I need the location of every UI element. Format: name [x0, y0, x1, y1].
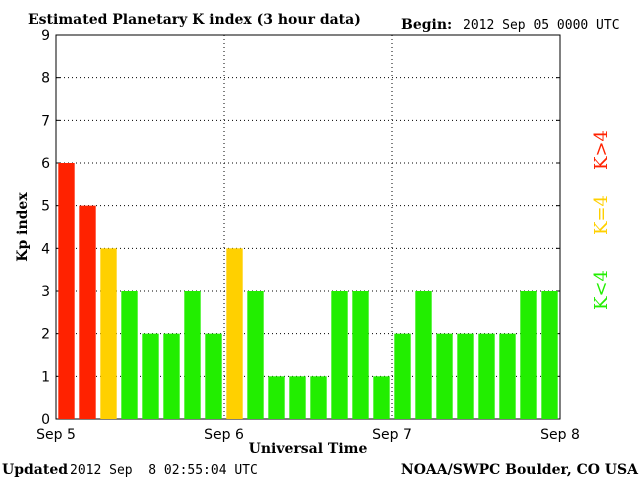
kp-bar: [184, 291, 201, 419]
kp-bar: [142, 333, 159, 419]
kp-bar: [289, 376, 306, 419]
y-tick-label: 0: [41, 412, 50, 428]
legend-mid: K=4: [591, 195, 612, 235]
kp-bar: [331, 291, 348, 419]
y-tick-label: 7: [41, 113, 50, 129]
updated-label: Updated: [2, 462, 68, 478]
kp-bar: [79, 205, 96, 419]
kp-bar: [499, 333, 516, 419]
legend-low: K<4: [591, 270, 612, 310]
y-tick-label: 6: [41, 156, 50, 172]
x-tick-label: Sep 5: [36, 427, 76, 443]
y-tick-label: 5: [41, 199, 50, 215]
bars-layer: [58, 163, 558, 419]
kp-bar: [541, 291, 558, 419]
kp-bar: [373, 376, 390, 419]
x-tick-label: Sep 8: [540, 427, 580, 443]
kp-bar: [58, 163, 75, 419]
y-tick-label: 3: [41, 284, 50, 300]
kp-bar: [436, 333, 453, 419]
y-tick-label: 2: [41, 327, 50, 343]
y-tick-label: 8: [41, 71, 50, 87]
kp-bar: [163, 333, 180, 419]
y-tick-label: 1: [41, 369, 50, 385]
source-credit: NOAA/SWPC Boulder, CO USA: [401, 462, 639, 478]
kp-bar: [205, 333, 222, 419]
kp-bar: [268, 376, 285, 419]
x-axis-label: Universal Time: [249, 441, 368, 457]
y-tick-labels: 0 1 2 3 4 5 6 7 8 9: [41, 28, 50, 428]
y-tick-label: 4: [41, 241, 50, 257]
kp-bar: [121, 291, 138, 419]
begin-value: 2012 Sep 05 0000 UTC: [463, 18, 620, 33]
legend-high: K>4: [591, 130, 612, 170]
kp-bar: [352, 291, 369, 419]
x-tick-label: Sep 6: [204, 427, 244, 443]
y-tick-label: 9: [41, 28, 50, 44]
kp-bar: [247, 291, 264, 419]
kp-bar: [415, 291, 432, 419]
kp-bar: [457, 333, 474, 419]
y-axis-label: Kp index: [15, 192, 31, 262]
x-tick-label: Sep 7: [372, 427, 412, 443]
kp-bar: [520, 291, 537, 419]
kp-bar: [226, 248, 243, 419]
kp-bar: [478, 333, 495, 419]
kp-bar: [394, 333, 411, 419]
grid-layer: [56, 34, 560, 420]
plot-frame: [55, 34, 561, 420]
x-tick-labels: Sep 5 Sep 6 Sep 7 Sep 8: [36, 427, 580, 443]
kp-bar: [100, 248, 117, 419]
begin-label: Begin:: [401, 17, 452, 33]
chart-title: Estimated Planetary K index (3 hour data…: [28, 12, 361, 28]
kp-bar: [310, 376, 327, 419]
updated-value: 2012 Sep 8 02:55:04 UTC: [70, 463, 258, 478]
